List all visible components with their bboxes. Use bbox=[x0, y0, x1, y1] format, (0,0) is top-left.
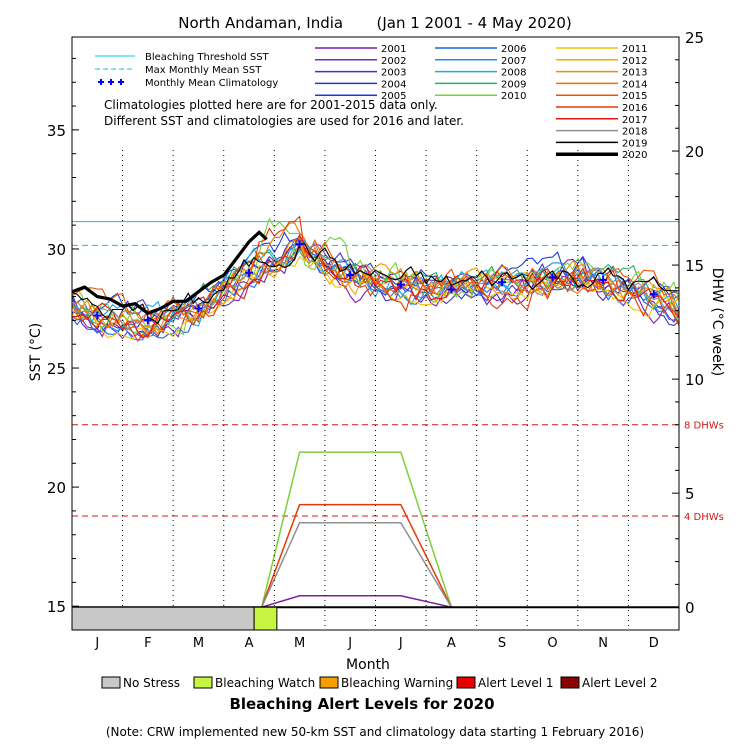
dhw-tick-label: 25 bbox=[685, 29, 704, 47]
climatology-marker bbox=[447, 285, 456, 294]
month-tick-label: S bbox=[498, 636, 506, 651]
alert-swatch-bleaching-watch bbox=[193, 676, 213, 689]
climatology-marker bbox=[143, 316, 152, 325]
legend-label-2012: 2012 bbox=[622, 56, 647, 67]
alert-swatch-bleaching-warning bbox=[319, 676, 339, 689]
dhw-tick-label: 10 bbox=[685, 371, 704, 389]
sst-tick-label: 20 bbox=[47, 479, 66, 497]
note-line-1: Climatologies plotted here are for 2001-… bbox=[104, 98, 438, 112]
month-tick-label: F bbox=[144, 636, 151, 651]
sst-line-2011 bbox=[72, 255, 679, 340]
legend-label-climatology: Monthly Mean Climatology bbox=[145, 78, 278, 89]
legend-label-mmm: Max Monthly Mean SST bbox=[145, 65, 262, 76]
sst-line-2010 bbox=[72, 217, 679, 336]
climatology-marker bbox=[548, 273, 557, 282]
alert-swatch-alert-level-1 bbox=[456, 676, 476, 689]
climatology-marker bbox=[93, 311, 102, 320]
legend-label-2015: 2015 bbox=[622, 91, 647, 102]
month-tick-label: J bbox=[347, 636, 352, 651]
month-tick-label: N bbox=[598, 636, 608, 651]
dhw-line-2010 bbox=[260, 451, 453, 608]
dhw-tick-label: 20 bbox=[685, 143, 704, 161]
month-tick-label: M bbox=[193, 636, 204, 651]
footnote: (Note: CRW implemented new 50-km SST and… bbox=[106, 725, 644, 739]
climatology-marker bbox=[295, 240, 304, 249]
legend-label-2006: 2006 bbox=[501, 44, 526, 55]
legend-climatology-marker bbox=[108, 79, 114, 85]
ref-label-8-dhw: 8 DHWs bbox=[684, 421, 724, 432]
legend-label-2008: 2008 bbox=[501, 68, 526, 79]
alert-label-bleaching-warning: Bleaching Warning bbox=[341, 676, 453, 690]
sst-tick-label: 30 bbox=[47, 241, 66, 259]
legend-label-2009: 2009 bbox=[501, 79, 526, 90]
legend-label-2010: 2010 bbox=[501, 91, 526, 102]
sst-line-2014 bbox=[72, 222, 679, 334]
note-line-2: Different SST and climatologies are used… bbox=[104, 114, 464, 128]
xlabel: Month bbox=[346, 657, 390, 673]
legend-climatology-marker bbox=[98, 79, 104, 85]
legend-label-2014: 2014 bbox=[622, 79, 647, 90]
legend-label-2016: 2016 bbox=[622, 103, 647, 114]
ylabel-left: SST (°C) bbox=[28, 323, 44, 381]
ref-label-4-dhw: 4 DHWs bbox=[684, 512, 724, 523]
climatology-marker bbox=[599, 275, 608, 284]
climatology-marker bbox=[649, 290, 658, 299]
sst-line-2006 bbox=[72, 247, 679, 339]
climatology-marker bbox=[245, 268, 254, 277]
climatology-marker bbox=[194, 304, 203, 313]
status-segment-bleaching-watch bbox=[253, 606, 278, 631]
alert-swatch-alert-level-2 bbox=[560, 676, 580, 689]
legend-label-2013: 2013 bbox=[622, 68, 647, 79]
legend-label-2001: 2001 bbox=[381, 44, 406, 55]
legend-label-threshold: Bleaching Threshold SST bbox=[145, 52, 270, 63]
legend-label-2005: 2005 bbox=[381, 91, 406, 102]
alert-label-bleaching-watch: Bleaching Watch bbox=[215, 676, 315, 690]
dhw-tick-label: 0 bbox=[685, 599, 695, 617]
alert-label-alert-level-1: Alert Level 1 bbox=[478, 676, 554, 690]
alert-label-no-stress: No Stress bbox=[123, 676, 180, 690]
dhw-line-2018 bbox=[261, 522, 453, 608]
month-tick-label: A bbox=[245, 636, 254, 651]
climatology-marker bbox=[396, 280, 405, 289]
legend-label-2002: 2002 bbox=[381, 56, 406, 67]
sst-line-2020 bbox=[72, 230, 268, 316]
sst-tick-label: 25 bbox=[47, 360, 66, 378]
month-tick-label: J bbox=[94, 636, 99, 651]
chart-title: North Andaman, India (Jan 1 2001 - 4 May… bbox=[178, 14, 572, 32]
sst-tick-label: 15 bbox=[47, 598, 66, 616]
status-segment-no-stress bbox=[71, 606, 255, 631]
legend-label-2004: 2004 bbox=[381, 79, 406, 90]
month-tick-label: O bbox=[547, 636, 557, 651]
sst-tick-label: 35 bbox=[47, 122, 66, 140]
month-tick-label: M bbox=[294, 636, 305, 651]
dhw-tick-label: 15 bbox=[685, 257, 704, 275]
dhw-tick-label: 5 bbox=[685, 485, 695, 503]
legend-label-2019: 2019 bbox=[622, 138, 647, 149]
legend-climatology-marker bbox=[118, 79, 124, 85]
month-tick-label: J bbox=[398, 636, 403, 651]
legend-label-2011: 2011 bbox=[622, 44, 647, 55]
month-tick-label: D bbox=[649, 636, 659, 651]
legend-label-2020: 2020 bbox=[622, 150, 647, 161]
climatology-marker bbox=[497, 278, 506, 287]
climatology-marker bbox=[346, 271, 355, 280]
sst-line-2007 bbox=[72, 238, 679, 341]
alert-label-alert-level-2: Alert Level 2 bbox=[582, 676, 658, 690]
legend-label-2017: 2017 bbox=[622, 115, 647, 126]
legend-label-2018: 2018 bbox=[622, 127, 647, 138]
alert-title: Bleaching Alert Levels for 2020 bbox=[229, 695, 494, 713]
legend-label-2007: 2007 bbox=[501, 56, 526, 67]
legend-label-2003: 2003 bbox=[381, 68, 406, 79]
alert-swatch-no-stress bbox=[101, 676, 121, 689]
month-tick-label: A bbox=[447, 636, 456, 651]
ylabel-right: DHW (°C week) bbox=[709, 268, 725, 377]
dhw-line-2001 bbox=[261, 595, 452, 608]
